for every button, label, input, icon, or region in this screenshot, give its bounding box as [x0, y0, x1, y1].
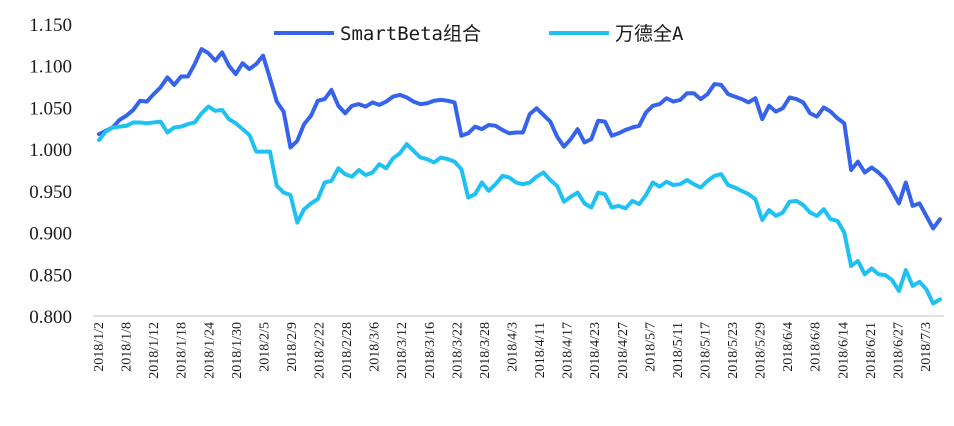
x-tick-label: 2018/4/27	[616, 322, 631, 379]
x-tick-label: 2018/6/14	[836, 322, 851, 379]
x-tick-label: 2018/2/5	[257, 322, 272, 372]
x-tick-label: 2018/4/17	[561, 322, 576, 379]
x-tick-label: 2018/3/22	[450, 322, 465, 379]
x-tick-label: 2018/1/8	[120, 322, 135, 372]
y-tick-label: 0.950	[29, 182, 72, 203]
x-tick-label: 2018/6/21	[864, 322, 879, 379]
x-tick-label: 2018/5/7	[643, 322, 658, 372]
series-line-smartbeta	[97, 47, 942, 231]
x-tick-label: 2018/4/23	[588, 322, 603, 379]
legend-label-smartbeta: SmartBeta组合	[340, 23, 481, 45]
x-tick-label: 2018/3/6	[368, 322, 383, 372]
x-tick-label: 2018/4/11	[533, 322, 548, 378]
x-tick-label: 2018/1/12	[147, 322, 162, 379]
x-tick-label: 2018/3/28	[478, 322, 493, 379]
y-tick-label: 1.100	[29, 57, 72, 78]
x-tick-label: 2018/1/2	[92, 322, 107, 372]
legend-label-wind-all-a: 万德全A	[615, 23, 684, 45]
y-tick-label: 1.050	[29, 98, 72, 119]
y-tick-label: 1.150	[29, 15, 72, 36]
x-tick-label: 2018/3/16	[423, 322, 438, 379]
x-tick-label: 2018/5/23	[726, 322, 741, 379]
x-tick-label: 2018/7/3	[919, 322, 934, 372]
y-tick-label: 0.900	[29, 224, 72, 245]
legend: SmartBeta组合 万德全A	[274, 23, 684, 45]
x-tick-label: 2018/2/22	[313, 322, 328, 379]
x-tick-label: 2018/1/24	[202, 322, 217, 379]
x-tick-label: 2018/3/12	[395, 322, 410, 379]
y-tick-label: 0.800	[29, 307, 72, 328]
x-tick-label: 2018/6/27	[891, 322, 906, 379]
y-tick-label: 1.000	[29, 140, 72, 161]
x-axis: 2018/1/2 2018/1/8 2018/1/12 2018/1/18 2018/1…	[92, 322, 934, 379]
series-group	[97, 47, 942, 306]
series-line-wind-all-a	[97, 104, 942, 306]
x-tick-label: 2018/1/18	[175, 322, 190, 379]
x-tick-label: 2018/6/8	[809, 322, 824, 372]
x-tick-label: 2018/2/28	[340, 322, 355, 379]
x-tick-label: 2018/5/11	[671, 322, 686, 378]
y-tick-label: 0.850	[29, 265, 72, 286]
x-tick-label: 2018/5/29	[754, 322, 769, 379]
x-tick-label: 2018/6/4	[781, 322, 796, 372]
y-axis: 1.150 1.100 1.050 1.000 0.950 0.900 0.850 0.800	[29, 15, 72, 328]
x-tick-label: 2018/1/30	[230, 322, 245, 379]
x-tick-label: 2018/2/9	[285, 322, 300, 372]
x-tick-label: 2018/4/3	[506, 322, 521, 372]
x-tick-label: 2018/5/17	[699, 322, 714, 379]
